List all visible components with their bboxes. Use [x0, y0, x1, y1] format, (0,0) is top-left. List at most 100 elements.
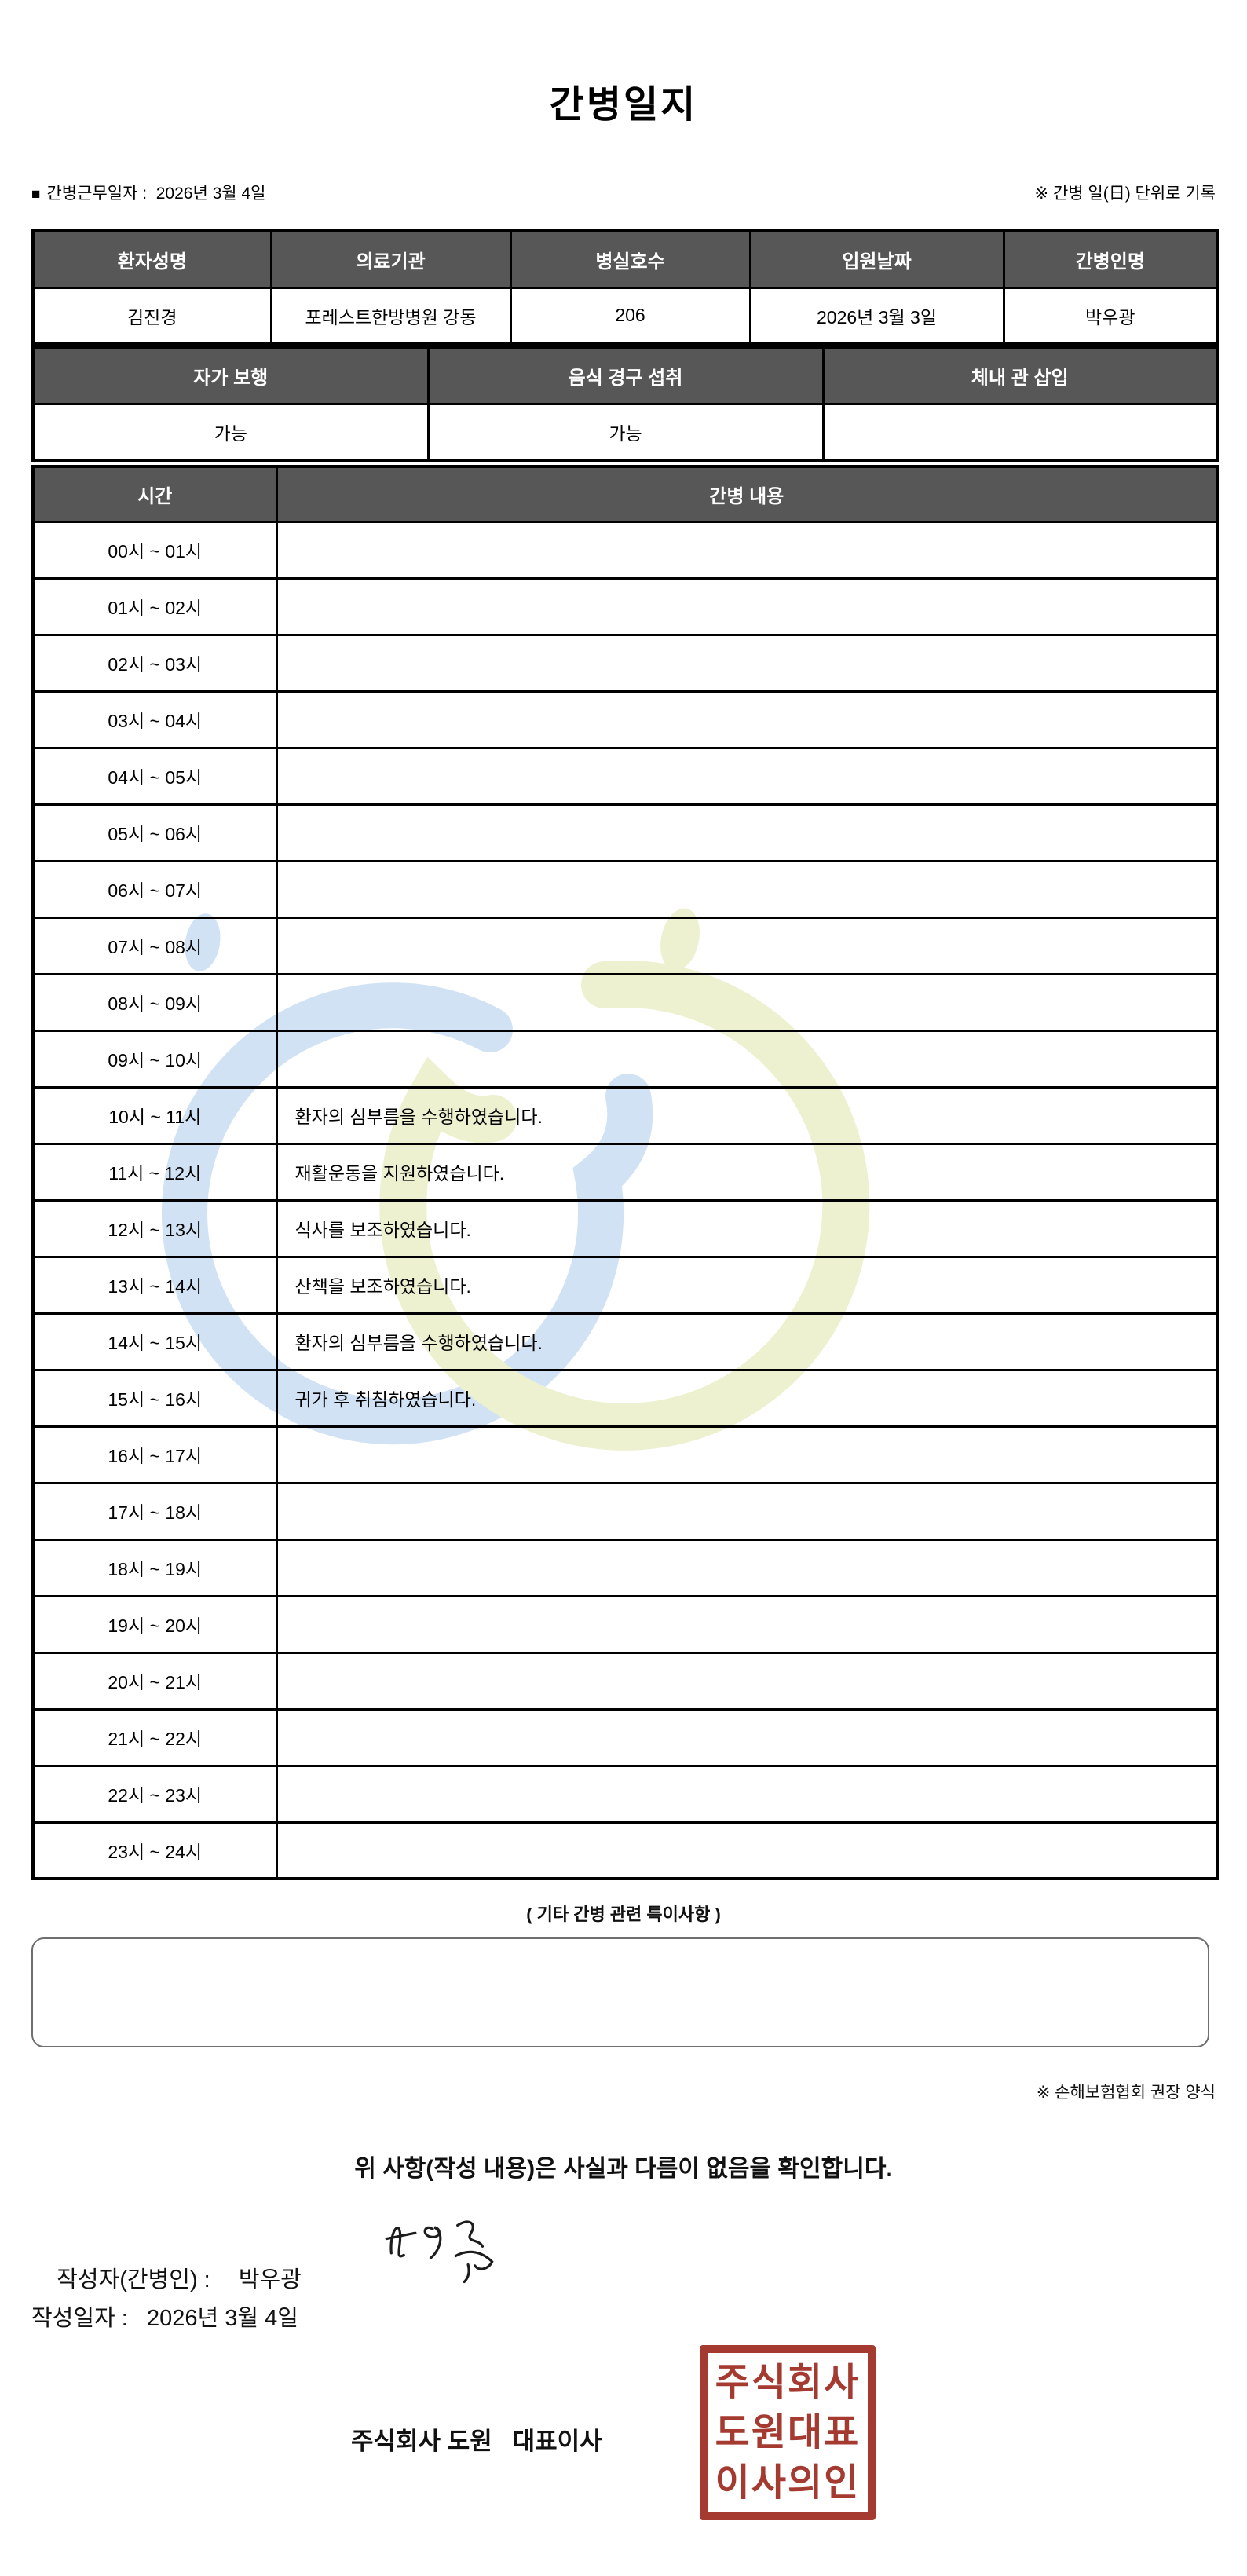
- care-log-table: 시간 간병 내용 00시 ~ 01시 01시 ~ 02시 02시 ~ 03시 03시 …: [31, 465, 1219, 1880]
- care-header-row: 시간 간병 내용: [31, 465, 1219, 523]
- care-row: 03시 ~ 04시: [31, 690, 1219, 749]
- notes-box: [31, 1937, 1209, 2047]
- header-patient-name: 환자성명: [31, 229, 272, 289]
- status-header-row: 자가 보행 음식 경구 섭취 체내 관 삽입: [31, 346, 1219, 405]
- care-row: 16시 ~ 17시: [31, 1425, 1219, 1484]
- care-content-cell: [275, 972, 1219, 1032]
- care-time-cell: 10시 ~ 11시: [31, 1085, 278, 1145]
- confirmation-statement: 위 사항(작성 내용)은 사실과 다름이 없음을 확인합니다.: [354, 2156, 893, 2182]
- patient-header-row: 환자성명 의료기관 병실호수 입원날짜 간병인명: [31, 229, 1219, 289]
- care-time-cell: 12시 ~ 13시: [31, 1198, 278, 1258]
- patient-info-table: 환자성명 의료기관 병실호수 입원날짜 간병인명 김진경 포레스트한방병원 강동…: [31, 229, 1219, 346]
- care-content-cell: 식사를 보조하였습니다.: [275, 1198, 1219, 1258]
- care-time-cell: 19시 ~ 20시: [31, 1594, 278, 1654]
- value-oral-intake: 가능: [426, 402, 825, 462]
- care-content-cell: [275, 690, 1219, 749]
- value-patient-name: 김진경: [31, 286, 272, 346]
- stamp-line: 이사의인: [715, 2461, 861, 2504]
- care-content-cell: 재활운동을 지원하였습니다.: [275, 1142, 1219, 1202]
- care-row: 02시 ~ 03시: [31, 633, 1219, 693]
- header-tube-insertion: 체내 관 삽입: [821, 346, 1219, 405]
- care-row: 05시 ~ 06시: [31, 803, 1219, 862]
- care-content-cell: [275, 1594, 1219, 1654]
- care-time-cell: 18시 ~ 19시: [31, 1538, 278, 1597]
- form-note: ※ 손해보험협회 권장 양식: [1036, 2084, 1216, 2102]
- care-time-cell: 07시 ~ 08시: [31, 916, 278, 975]
- header-care-content: 간병 내용: [275, 465, 1219, 523]
- company-line: 주식회사 도원 대표이사: [351, 2428, 602, 2455]
- care-row: 14시 ~ 15시 환자의 심부름을 수행하였습니다.: [31, 1312, 1219, 1371]
- square-bullet-icon: ■: [31, 186, 41, 203]
- care-row: 21시 ~ 22시: [31, 1707, 1219, 1767]
- care-time-cell: 21시 ~ 22시: [31, 1707, 278, 1767]
- care-time-cell: 03시 ~ 04시: [31, 690, 278, 749]
- page-title: 간병일지: [549, 84, 698, 126]
- care-row: 13시 ~ 14시 산책을 보조하였습니다.: [31, 1255, 1219, 1315]
- care-content-cell: [275, 1029, 1219, 1089]
- care-time-cell: 06시 ~ 07시: [31, 859, 278, 919]
- care-content-cell: [275, 576, 1219, 636]
- care-time-cell: 02시 ~ 03시: [31, 633, 278, 693]
- care-content-cell: [275, 1651, 1219, 1711]
- care-content-cell: 귀가 후 취침하였습니다.: [275, 1368, 1219, 1428]
- care-time-cell: 17시 ~ 18시: [31, 1481, 278, 1541]
- writer-label: 작성자(간병인) :: [57, 2267, 217, 2292]
- value-room-number: 206: [509, 286, 751, 346]
- care-time-cell: 14시 ~ 15시: [31, 1312, 278, 1371]
- value-self-walking: 가능: [31, 402, 430, 462]
- corporate-stamp: 주식회사 도원대표 이사의인: [700, 2345, 876, 2520]
- care-row: 04시 ~ 05시: [31, 746, 1219, 806]
- care-row: 18시 ~ 19시: [31, 1538, 1219, 1597]
- header-time: 시간: [31, 465, 278, 523]
- care-time-cell: 16시 ~ 17시: [31, 1425, 278, 1484]
- care-content-cell: [275, 1481, 1219, 1541]
- care-time-cell: 08시 ~ 09시: [31, 972, 278, 1032]
- care-content-cell: [275, 746, 1219, 806]
- care-row: 23시 ~ 24시: [31, 1820, 1219, 1880]
- care-time-cell: 13시 ~ 14시: [31, 1255, 278, 1315]
- status-value-row: 가능 가능: [31, 402, 1219, 462]
- care-row: 17시 ~ 18시: [31, 1481, 1219, 1541]
- writer-line: 작성자(간병인) : 박우광: [31, 2235, 302, 2320]
- care-time-cell: 23시 ~ 24시: [31, 1820, 278, 1880]
- care-row: 09시 ~ 10시: [31, 1029, 1219, 1089]
- value-admission-date: 2026년 3월 3일: [748, 286, 1005, 346]
- stamp-line: 주식회사: [715, 2361, 861, 2403]
- status-table: 자가 보행 음식 경구 섭취 체내 관 삽입 가능 가능: [31, 346, 1219, 462]
- care-row: 06시 ~ 07시: [31, 859, 1219, 919]
- care-time-cell: 20시 ~ 21시: [31, 1651, 278, 1711]
- care-time-cell: 04시 ~ 05시: [31, 746, 278, 806]
- value-medical-institution: 포레스트한방병원 강동: [269, 286, 512, 346]
- care-row: 20시 ~ 21시: [31, 1651, 1219, 1711]
- care-row: 10시 ~ 11시 환자의 심부름을 수행하였습니다.: [31, 1085, 1219, 1145]
- patient-value-row: 김진경 포레스트한방병원 강동 206 2026년 3월 3일 박우광: [31, 286, 1219, 346]
- care-content-cell: [275, 1425, 1219, 1484]
- care-row: 07시 ~ 08시: [31, 916, 1219, 975]
- care-table-body: 시간 간병 내용 00시 ~ 01시 01시 ~ 02시 02시 ~ 03시 03시 …: [31, 465, 1219, 1880]
- writer-name: 박우광: [238, 2267, 302, 2292]
- header-medical-institution: 의료기관: [269, 229, 512, 289]
- care-content-cell: [275, 520, 1219, 580]
- signature: [385, 2220, 494, 2284]
- work-date-line: ■ 간병근무일자 : 2026년 3월 4일: [31, 181, 265, 208]
- care-content-cell: 산책을 보조하였습니다.: [275, 1255, 1219, 1315]
- care-time-cell: 00시 ~ 01시: [31, 520, 278, 580]
- care-content-cell: [275, 916, 1219, 975]
- notes-title: ( 기타 간병 관련 특이사항 ): [526, 1905, 721, 1924]
- header-admission-date: 입원날짜: [748, 229, 1005, 289]
- header-caregiver-name: 간병인명: [1002, 229, 1219, 289]
- care-time-cell: 01시 ~ 02시: [31, 576, 278, 636]
- care-content-cell: [275, 859, 1219, 919]
- care-time-cell: 05시 ~ 06시: [31, 803, 278, 862]
- care-time-cell: 22시 ~ 23시: [31, 1764, 278, 1824]
- meta-row: ■ 간병근무일자 : 2026년 3월 4일 ※ 간병 일(日) 단위로 기록: [31, 181, 1216, 207]
- care-row: 19시 ~ 20시: [31, 1594, 1219, 1654]
- header-oral-intake: 음식 경구 섭취: [426, 346, 825, 405]
- value-tube-insertion: [821, 402, 1219, 462]
- care-row: 01시 ~ 02시: [31, 576, 1219, 636]
- value-caregiver-name: 박우광: [1002, 286, 1219, 346]
- care-row: 15시 ~ 16시 귀가 후 취침하였습니다.: [31, 1368, 1219, 1428]
- care-row: 00시 ~ 01시: [31, 520, 1219, 580]
- date-line: 작성일자 : 2026년 3월 4일: [31, 2306, 298, 2331]
